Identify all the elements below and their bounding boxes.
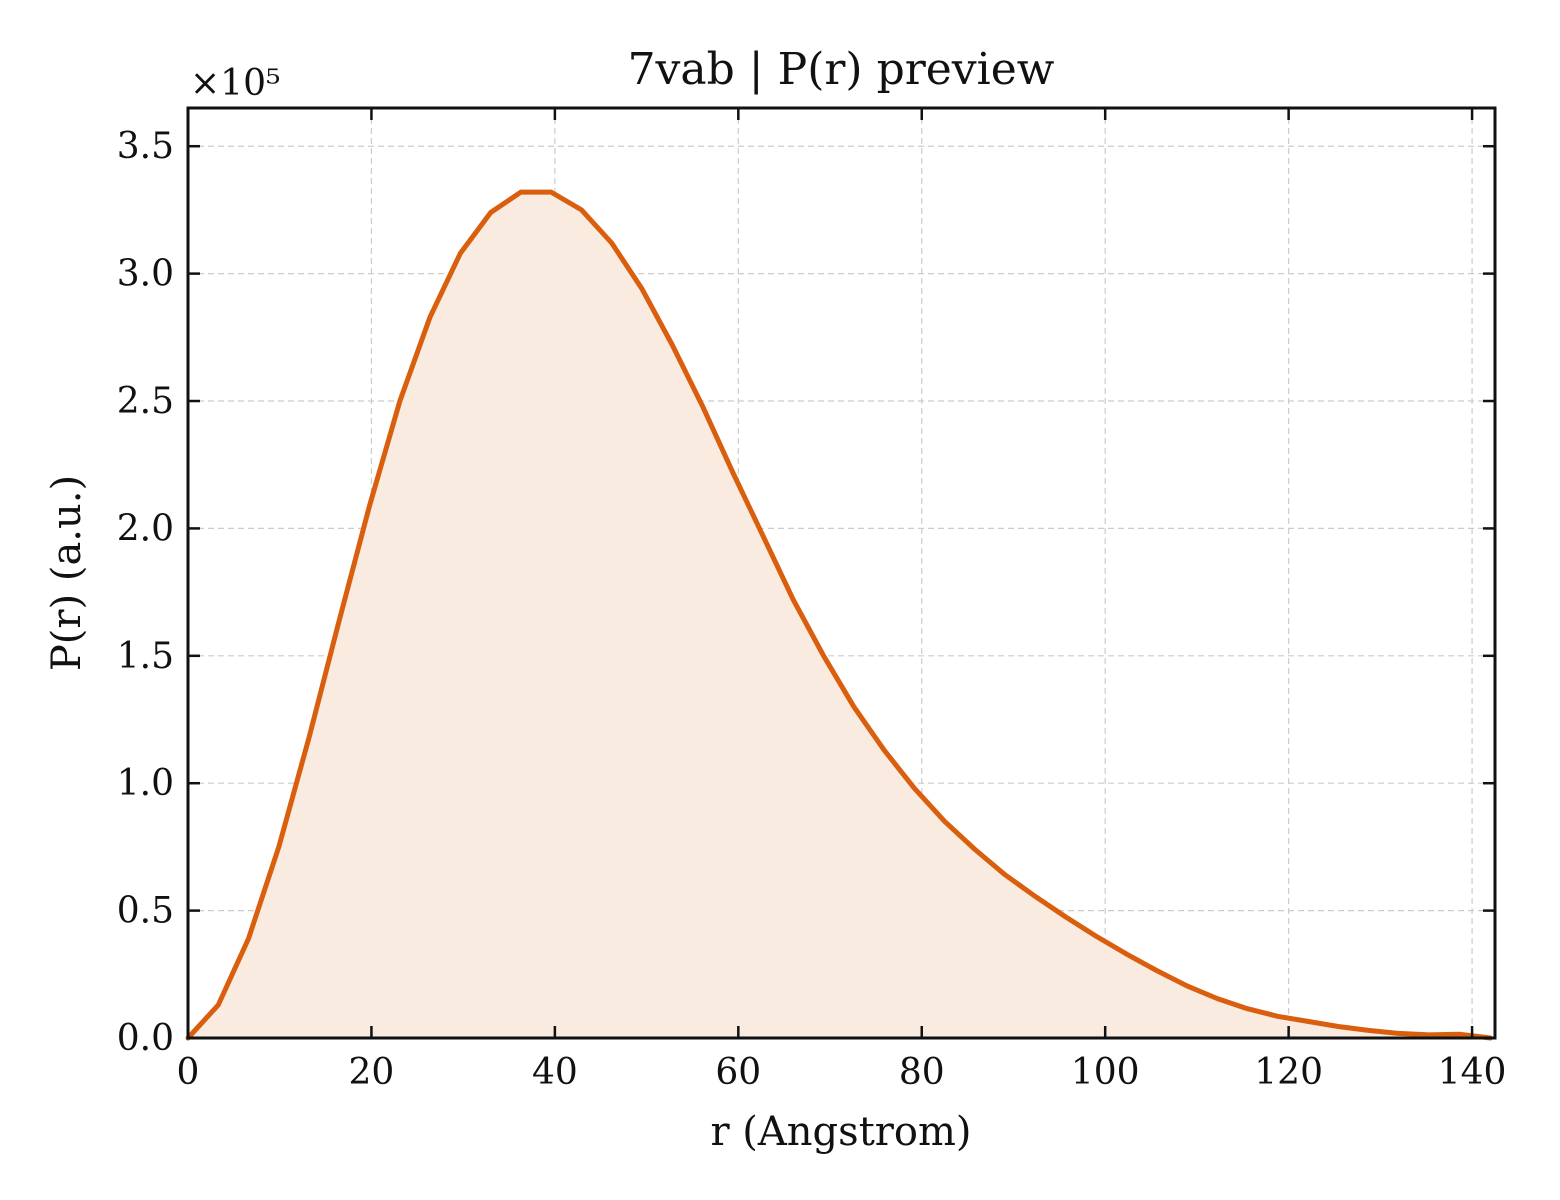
- y-axis-label: P(r) (a.u.): [44, 475, 90, 671]
- area-fill: [188, 192, 1491, 1039]
- plot-frame: [186, 106, 1497, 1040]
- x-tick-label: 40: [532, 1052, 578, 1093]
- x-tick-label: 80: [899, 1052, 945, 1093]
- x-tick-label: 120: [1254, 1052, 1323, 1093]
- chart-title: 7vab | P(r) preview: [628, 44, 1055, 95]
- x-tick-label: 100: [1071, 1052, 1140, 1093]
- y-tick-label: 2.5: [117, 381, 174, 422]
- y-tick-label: 1.5: [117, 636, 174, 677]
- y-tick-label: 1.0: [117, 763, 174, 804]
- y-tick-label: 0.5: [117, 891, 174, 932]
- y-tick-label: 3.5: [117, 126, 174, 167]
- y-scale-label: ×10⁵: [190, 63, 280, 104]
- x-tick-label: 140: [1438, 1052, 1507, 1093]
- tick-labels: 0 20 40 60 80 100 120 140 0.0 0.5 1.0 1.5 2.0 2.5 3.0 3…: [117, 126, 1507, 1093]
- y-tick-label: 0.0: [117, 1018, 174, 1059]
- x-tick-label: 20: [349, 1052, 395, 1093]
- ticks: [186, 108, 1495, 1040]
- y-tick-label: 3.0: [117, 254, 174, 295]
- x-tick-label: 60: [715, 1052, 761, 1093]
- y-tick-label: 2.0: [117, 508, 174, 549]
- x-tick-label: 0: [177, 1052, 200, 1093]
- x-axis-label: r (Angstrom): [710, 1109, 971, 1155]
- series-line: [185, 189, 1493, 1041]
